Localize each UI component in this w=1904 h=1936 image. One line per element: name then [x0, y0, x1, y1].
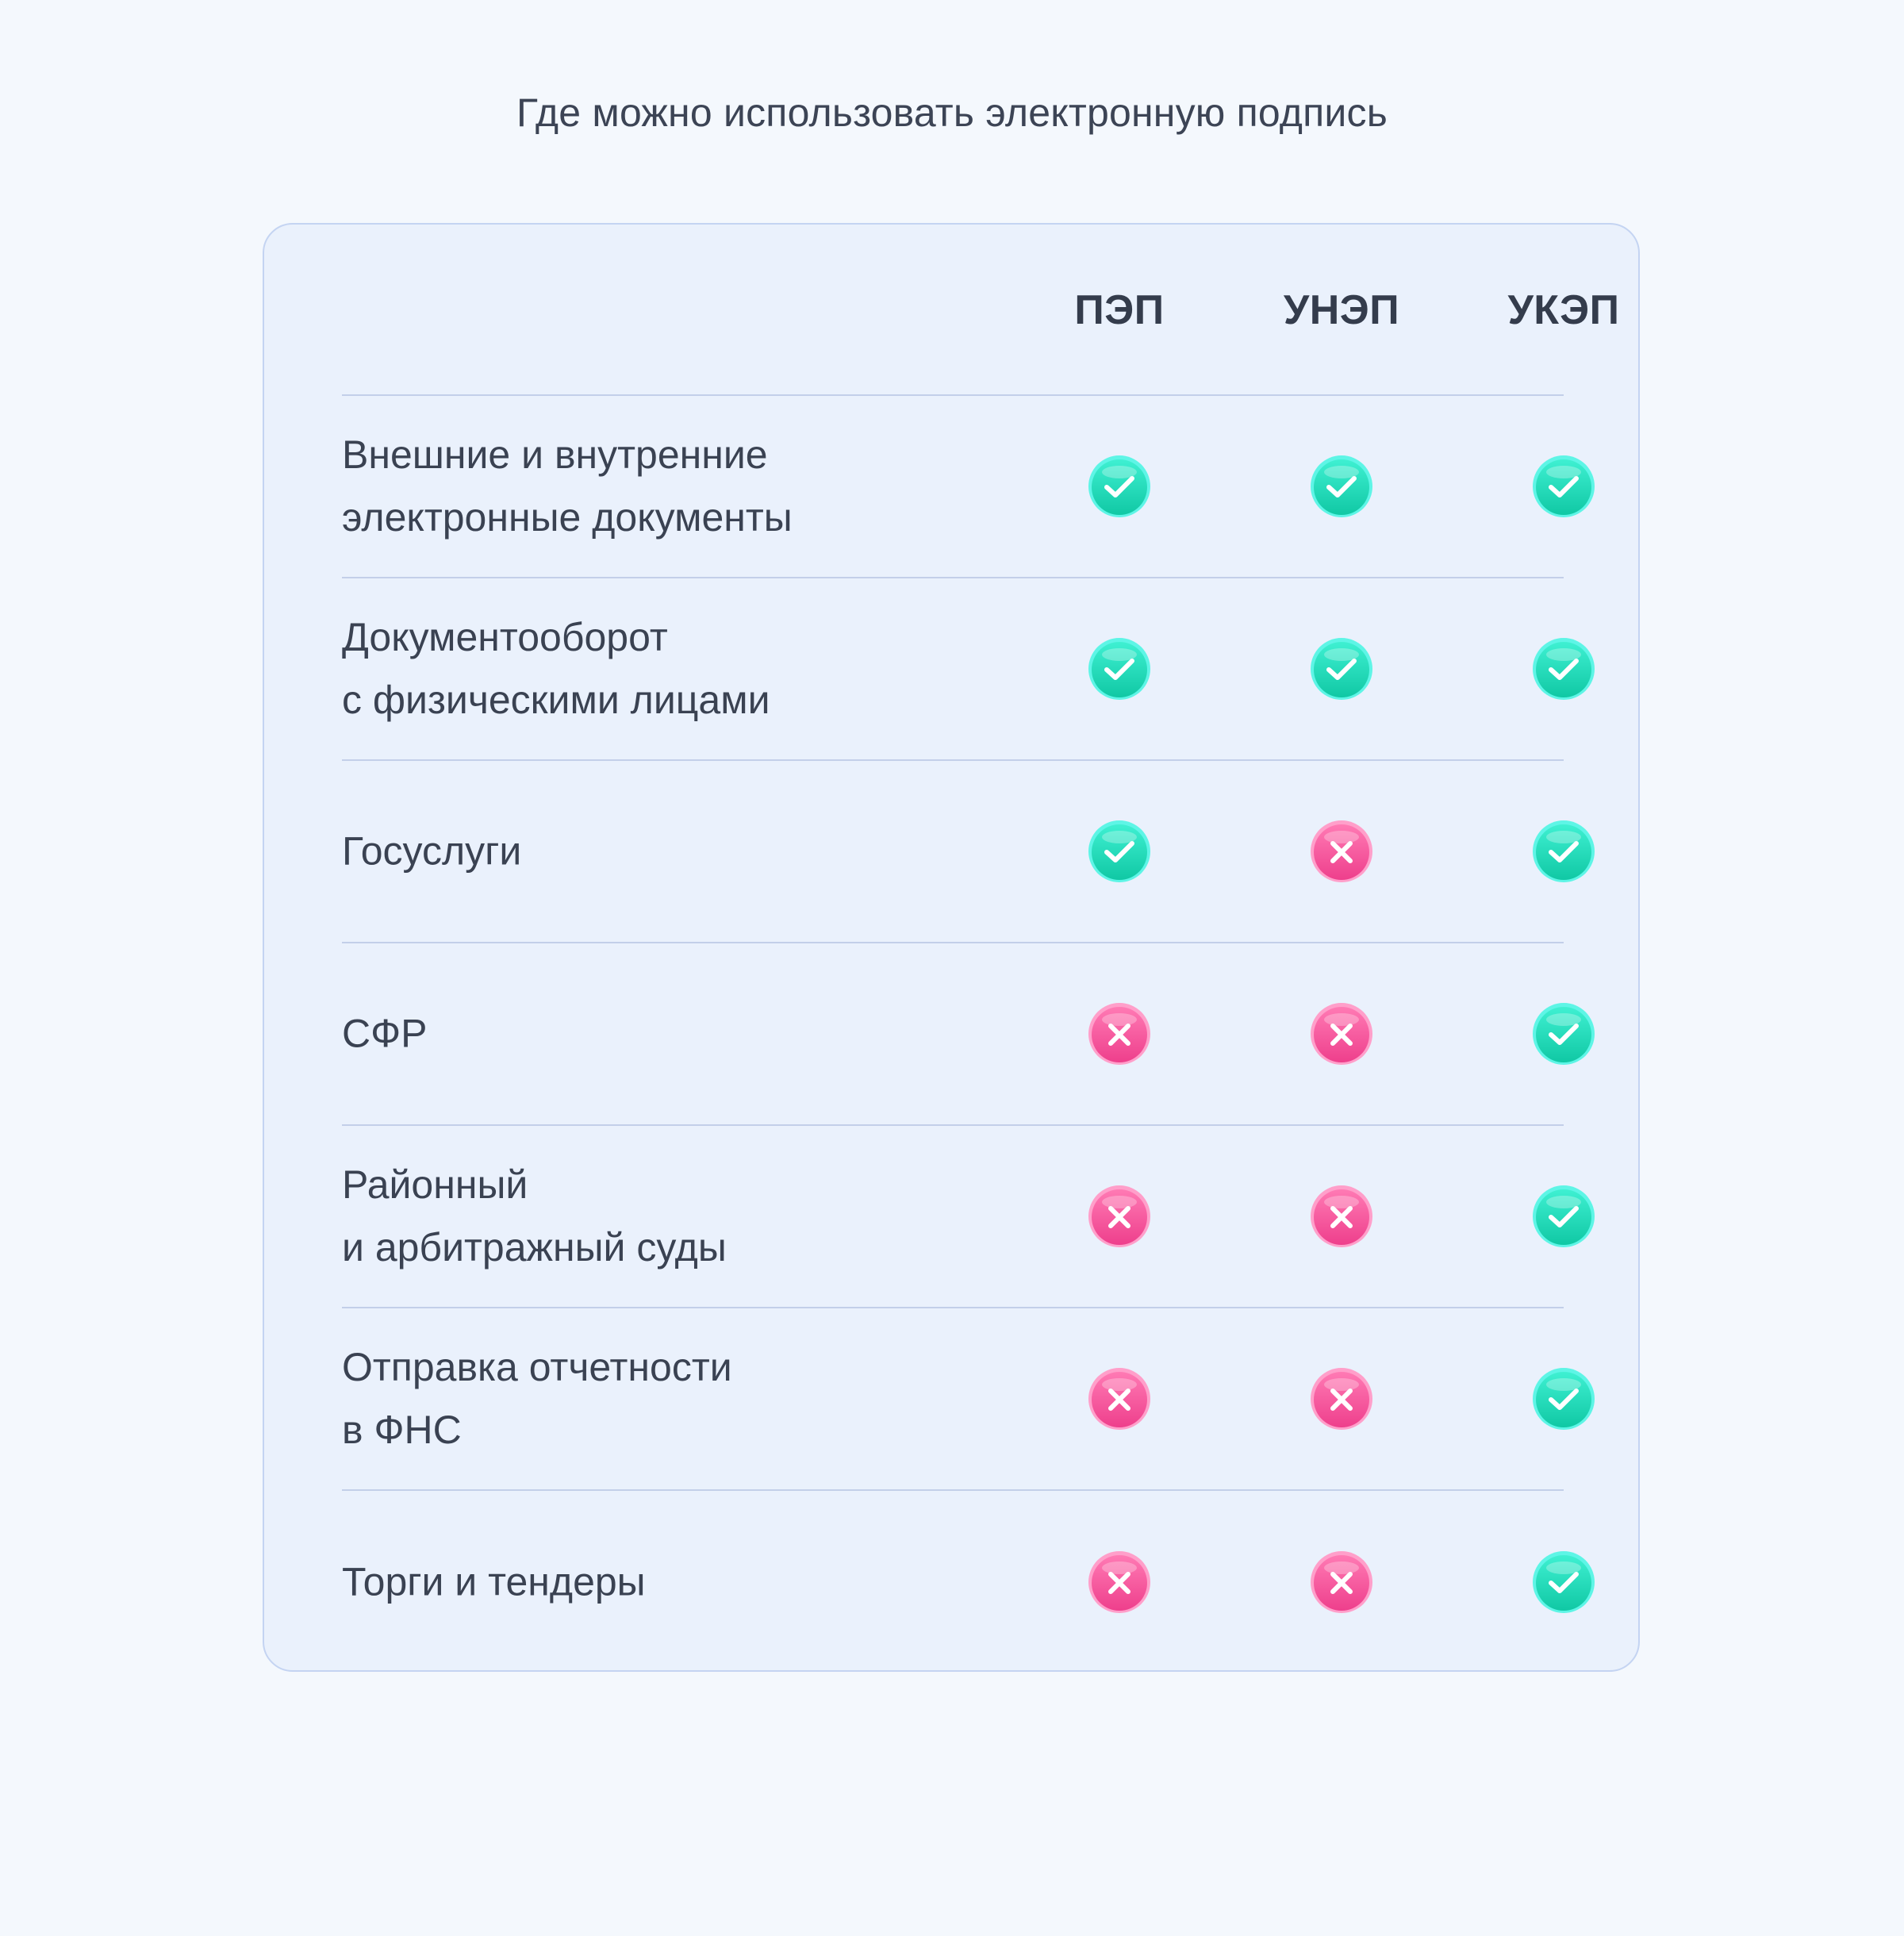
- comparison-card: ПЭП УНЭП УКЭП Внешние и внутренние электр…: [263, 223, 1640, 1672]
- cell-unep: [1310, 1002, 1373, 1066]
- cell-unep: [1310, 1367, 1373, 1431]
- table-row: Торги и тендеры: [342, 1491, 1595, 1673]
- page-title: Где можно использовать электронную подпи…: [516, 90, 1388, 135]
- cell-pep: [1088, 1550, 1151, 1614]
- check-icon: [1311, 638, 1372, 700]
- row-label-line: в ФНС: [342, 1408, 462, 1452]
- cell-unep: [1310, 637, 1373, 701]
- row-label: Госуслуги: [342, 820, 850, 883]
- row-label-line: Отправка отчетности: [342, 1345, 732, 1389]
- check-icon: [1533, 1368, 1595, 1430]
- row-label-line: Внешние и внутренние: [342, 432, 768, 477]
- cell-ukep: [1532, 820, 1595, 883]
- cross-icon: [1311, 1003, 1372, 1065]
- table-body: Внешние и внутренние электронные документ…: [342, 396, 1595, 1673]
- cell-ukep: [1532, 1185, 1595, 1248]
- table-row: Документооборот с физическими лицами: [342, 578, 1595, 761]
- table-row: Госуслуги: [342, 761, 1595, 943]
- row-label-line: с физическими лицами: [342, 678, 770, 722]
- check-icon: [1533, 1185, 1595, 1247]
- cell-pep: [1088, 1185, 1151, 1248]
- cell-unep: [1310, 820, 1373, 883]
- check-icon: [1533, 455, 1595, 517]
- cross-icon: [1311, 1368, 1372, 1430]
- cross-icon: [1088, 1003, 1150, 1065]
- check-icon: [1533, 1003, 1595, 1065]
- table-row: Внешние и внутренние электронные документ…: [342, 396, 1595, 578]
- cell-ukep: [1532, 1002, 1595, 1066]
- cell-pep: [1088, 1367, 1151, 1431]
- row-label: Торги и тендеры: [342, 1551, 850, 1614]
- cross-icon: [1088, 1368, 1150, 1430]
- cross-icon: [1088, 1185, 1150, 1247]
- check-icon: [1088, 455, 1150, 517]
- table-row: Отправка отчетности в ФНС: [342, 1308, 1595, 1491]
- column-header-ukep: УКЭП: [1507, 287, 1620, 333]
- cross-icon: [1311, 820, 1372, 882]
- check-icon: [1533, 1551, 1595, 1613]
- cell-ukep: [1532, 1550, 1595, 1614]
- cell-pep: [1088, 455, 1151, 518]
- table-row: СФР: [342, 943, 1595, 1126]
- check-icon: [1088, 638, 1150, 700]
- cross-icon: [1311, 1551, 1372, 1613]
- column-header-unep: УНЭП: [1283, 287, 1400, 333]
- row-label: СФР: [342, 1003, 850, 1066]
- table-header: ПЭП УНЭП УКЭП: [342, 225, 1619, 396]
- check-icon: [1533, 638, 1595, 700]
- cell-unep: [1310, 1550, 1373, 1614]
- row-label-line: и арбитражный суды: [342, 1225, 727, 1270]
- check-icon: [1088, 820, 1150, 882]
- row-label: Отправка отчетности в ФНС: [342, 1336, 850, 1462]
- cell-ukep: [1532, 637, 1595, 701]
- cell-pep: [1088, 820, 1151, 883]
- check-icon: [1533, 820, 1595, 882]
- column-header-pep: ПЭП: [1074, 287, 1165, 333]
- cross-icon: [1088, 1551, 1150, 1613]
- table-row: Районный и арбитражный суды: [342, 1126, 1595, 1308]
- row-label: Внешние и внутренние электронные документ…: [342, 424, 850, 549]
- row-label-line: электронные документы: [342, 495, 793, 540]
- check-icon: [1311, 455, 1372, 517]
- cell-ukep: [1532, 1367, 1595, 1431]
- cell-pep: [1088, 637, 1151, 701]
- row-label-line: Торги и тендеры: [342, 1559, 646, 1604]
- cross-icon: [1311, 1185, 1372, 1247]
- cell-unep: [1310, 455, 1373, 518]
- row-label-line: Районный: [342, 1162, 528, 1207]
- cell-unep: [1310, 1185, 1373, 1248]
- cell-pep: [1088, 1002, 1151, 1066]
- cell-ukep: [1532, 455, 1595, 518]
- row-label: Районный и арбитражный суды: [342, 1154, 850, 1279]
- row-label: Документооборот с физическими лицами: [342, 606, 850, 732]
- row-label-line: Документооборот: [342, 615, 668, 659]
- row-label-line: СФР: [342, 1011, 428, 1056]
- row-label-line: Госуслуги: [342, 828, 522, 874]
